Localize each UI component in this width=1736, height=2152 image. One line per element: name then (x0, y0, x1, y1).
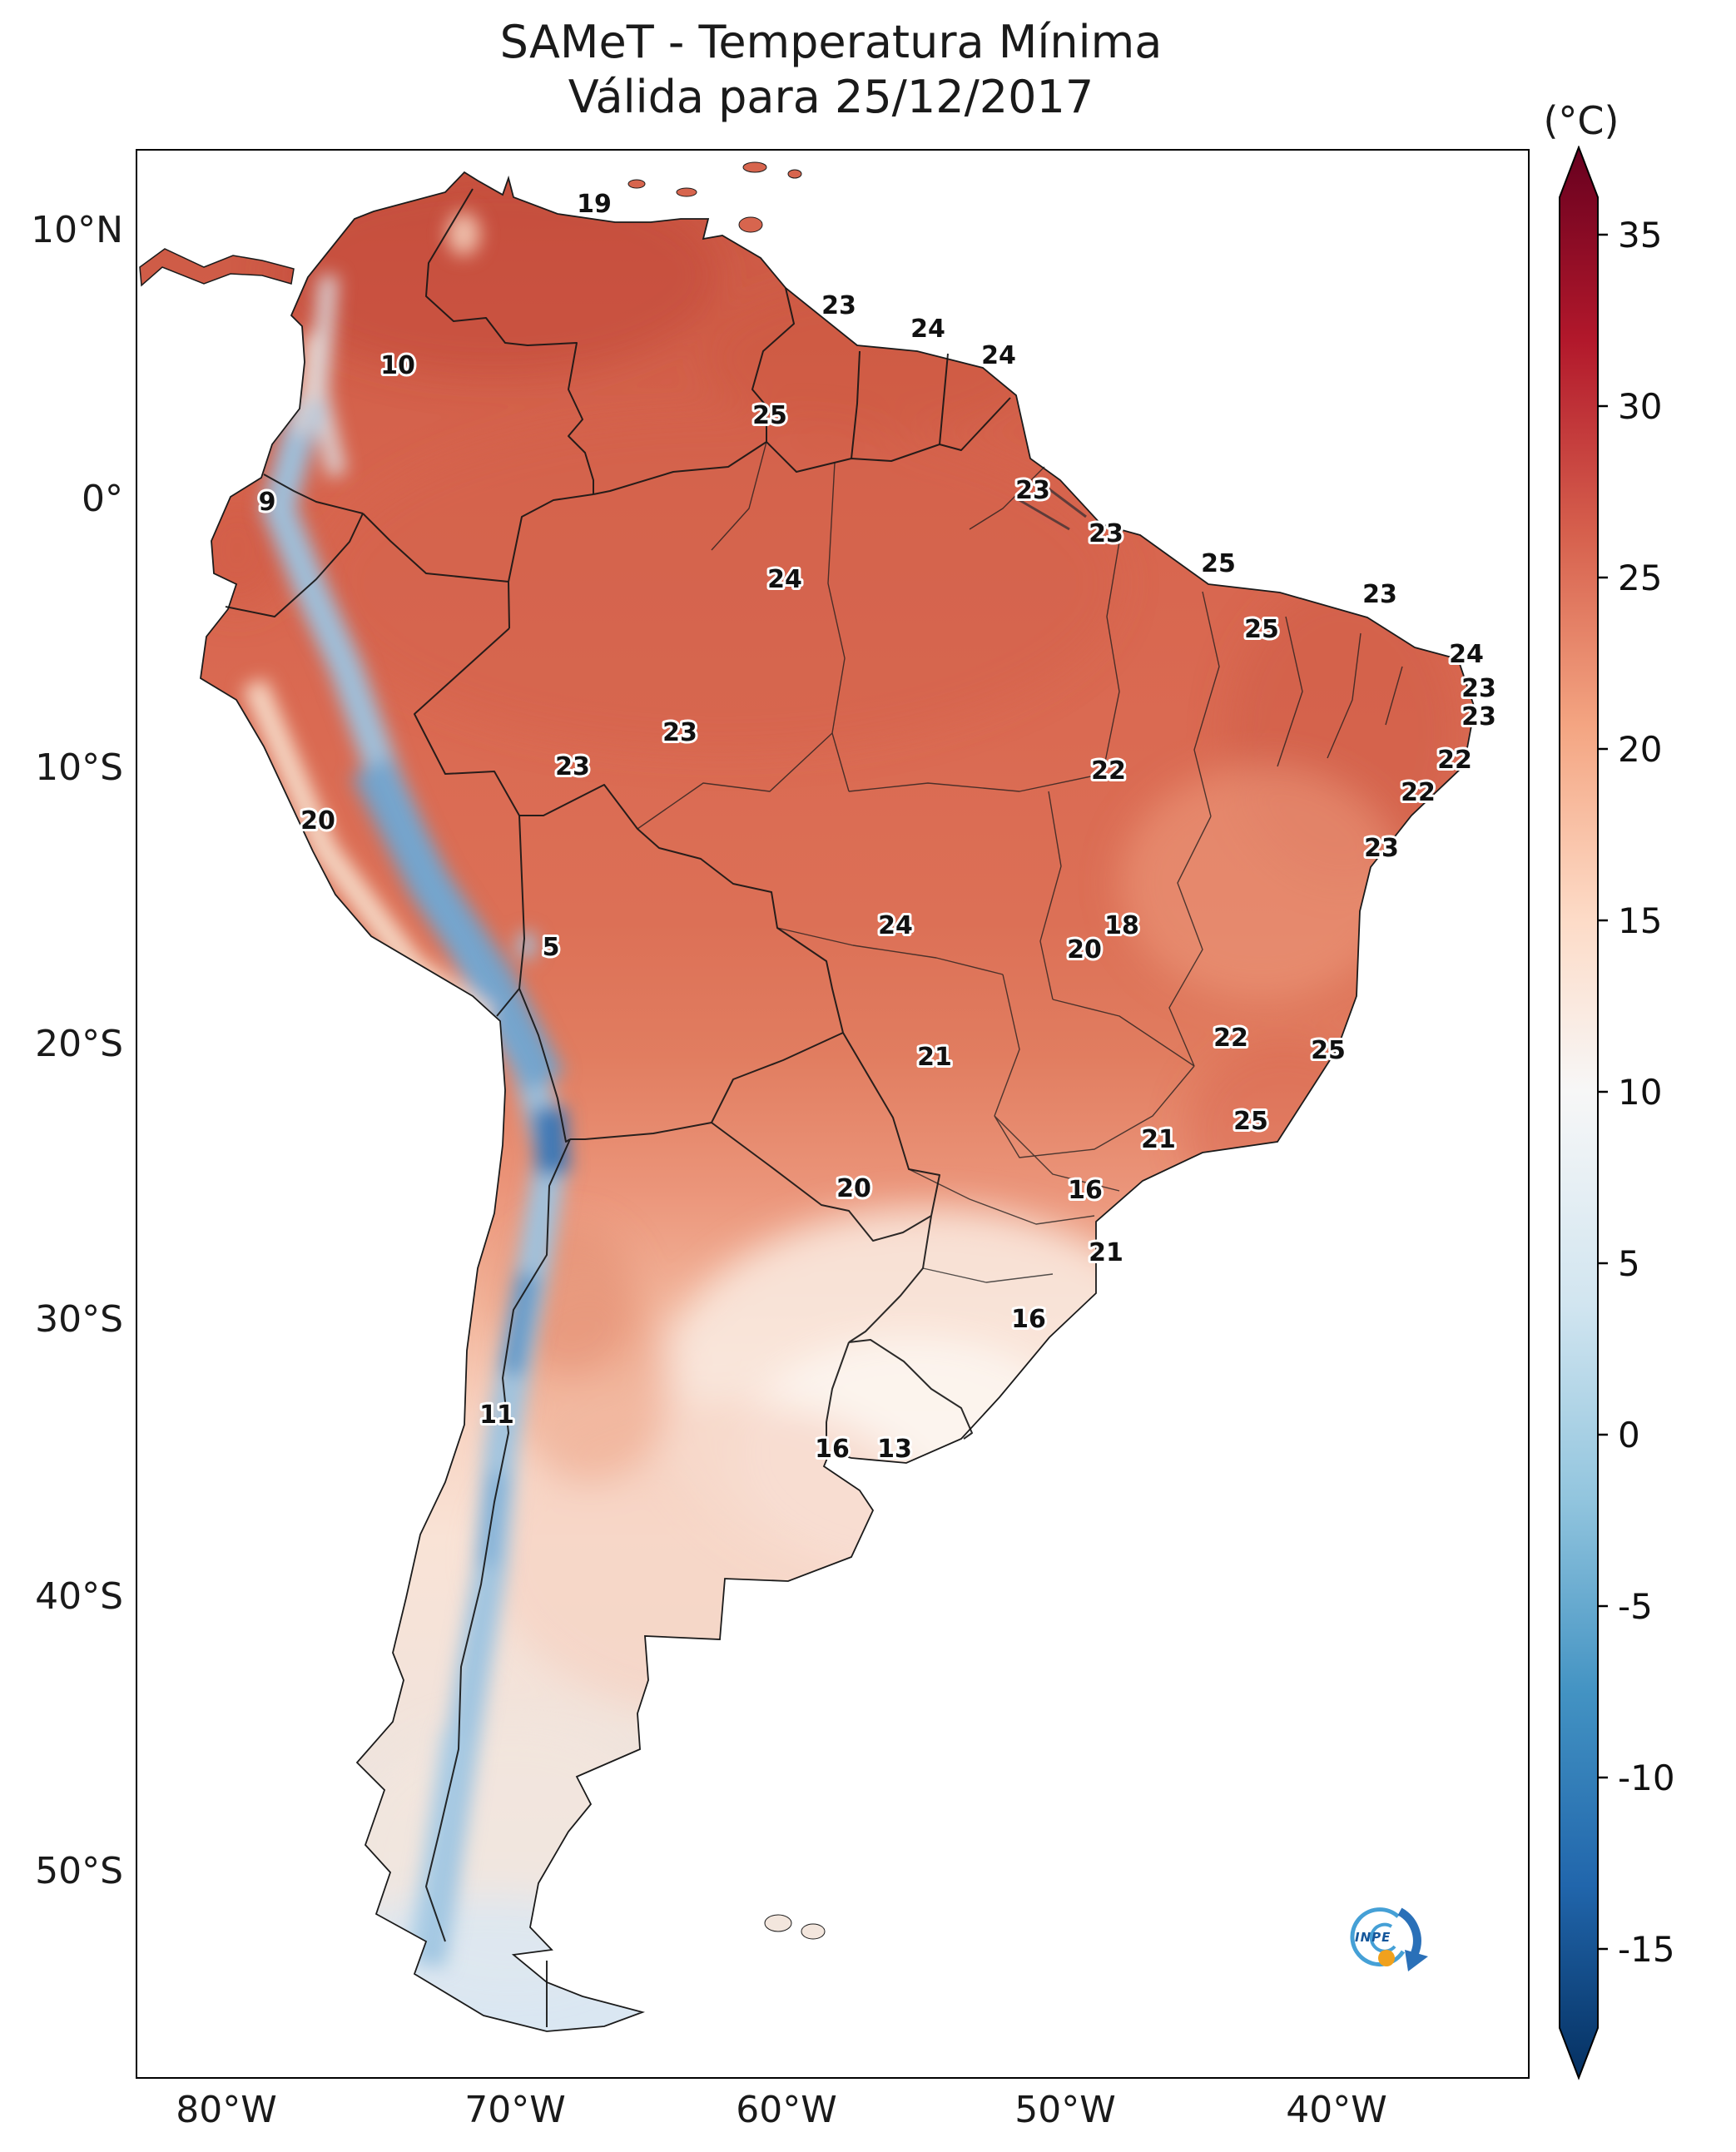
temperature-label: 21 (1089, 1238, 1123, 1267)
temperature-label: 22 (1437, 746, 1472, 775)
temperature-label: 19 (577, 190, 612, 219)
temperature-label: 21 (917, 1043, 952, 1072)
temperature-label: 23 (1461, 702, 1496, 731)
temperature-label: 21 (1141, 1125, 1176, 1154)
temperature-label: 20 (1067, 935, 1102, 964)
amazon-river-channels (1019, 478, 1087, 531)
latitude-axis-label: 50°S (35, 1850, 123, 1892)
temperature-label: 10 (380, 351, 415, 380)
map-title-line2: Válida para 25/12/2017 (568, 71, 1094, 123)
colorbar-tick-label: -10 (1618, 1758, 1675, 1798)
state-borders (637, 441, 1403, 1283)
temperature-label: 18 (1104, 911, 1139, 940)
temperature-label: 16 (1068, 1176, 1103, 1205)
temperature-label: 23 (1461, 674, 1496, 703)
colorbar-ticks: 35 30 25 20 15 10 5 0 -5 -10 -15 (1598, 215, 1675, 1970)
temperature-label: 24 (910, 315, 945, 344)
temperature-label: 20 (836, 1174, 871, 1203)
temperature-label: 23 (662, 718, 697, 747)
temperature-label: 24 (767, 565, 802, 594)
andes-cold-band (242, 212, 570, 1968)
latitude-axis-label: 10°N (31, 209, 123, 251)
longitude-axis-label: 80°W (176, 2089, 277, 2131)
map-title: SAMeT - Temperatura Mínima Válida para 2… (136, 15, 1526, 125)
latitude-axis-label: 40°S (35, 1575, 123, 1618)
colorbar-tick-label: 0 (1618, 1415, 1640, 1455)
colorbar-gradient-bar (1559, 146, 1599, 2080)
islands (627, 161, 826, 1940)
colorbar-unit: (°C) (1543, 98, 1619, 143)
temperature-label: 11 (479, 1401, 514, 1430)
temperature-label: 5 (543, 933, 560, 962)
temperature-label: 20 (300, 806, 335, 836)
temperature-label: 9 (259, 488, 276, 517)
temperature-label: 22 (1213, 1024, 1248, 1053)
temperature-label: 16 (815, 1435, 850, 1464)
temperature-label: 23 (1089, 519, 1123, 548)
latitude-axis-label: 30°S (35, 1298, 123, 1341)
colorbar-tick-label: 30 (1618, 386, 1662, 427)
inpe-orange-dot-icon (1378, 1950, 1395, 1966)
map-frame: 19 23 24 24 10 25 9 23 23 25 24 23 25 24 23 23 23 23 22 22 2… (136, 149, 1530, 2079)
temperature-label: 25 (752, 401, 787, 430)
temperature-label: 24 (1449, 640, 1484, 669)
colorbar-tick-label: 5 (1618, 1243, 1640, 1284)
longitude-axis-label: 60°W (736, 2089, 837, 2131)
inpe-arrowhead-icon (1405, 1950, 1428, 1971)
latitude-axis-label: 0° (82, 478, 123, 520)
colorbar-tick-label: -5 (1618, 1586, 1653, 1627)
temperature-label: 25 (1244, 615, 1279, 644)
temperature-label: 23 (1364, 834, 1399, 863)
temperature-label: 23 (1362, 580, 1397, 609)
temperature-label: 25 (1311, 1036, 1346, 1065)
latitude-axis-label: 20°S (35, 1023, 123, 1065)
latitude-axis-label: 10°S (35, 746, 123, 789)
temperature-label: 25 (1201, 549, 1236, 578)
temperature-label: 22 (1091, 756, 1126, 786)
inpe-logo-text: INPE (1355, 1930, 1391, 1945)
longitude-axis-label: 50°W (1014, 2089, 1116, 2131)
longitude-axis-label: 70°W (464, 2089, 566, 2131)
temperature-label: 22 (1401, 778, 1436, 807)
colorbar-tick-label: 35 (1618, 215, 1662, 255)
temperature-label: 23 (555, 752, 590, 781)
colorbar-tick-label: -15 (1618, 1929, 1675, 1970)
colorbar-tick-label: 20 (1618, 729, 1662, 770)
temperature-label: 25 (1233, 1107, 1268, 1136)
longitude-axis-label: 40°W (1286, 2089, 1387, 2131)
temperature-label: 13 (877, 1435, 912, 1464)
temperature-label: 24 (981, 341, 1016, 370)
colorbar-tick-label: 25 (1618, 558, 1662, 598)
inpe-logo: INPE (1350, 1907, 1428, 1971)
map-title-line1: SAMeT - Temperatura Mínima (499, 16, 1163, 68)
temperature-label: 16 (1011, 1305, 1046, 1334)
inpe-arrow-icon (1397, 1907, 1421, 1955)
temperature-field (140, 172, 1475, 2031)
temperature-label: 23 (1015, 476, 1050, 505)
colorbar: 35 30 25 20 15 10 5 0 -5 -10 -15 (1559, 146, 1675, 2080)
colorbar-tick-label: 15 (1618, 900, 1662, 941)
colorbar-tick-label: 10 (1618, 1072, 1662, 1113)
temperature-label: 24 (878, 911, 913, 940)
temperature-label: 23 (821, 291, 856, 320)
